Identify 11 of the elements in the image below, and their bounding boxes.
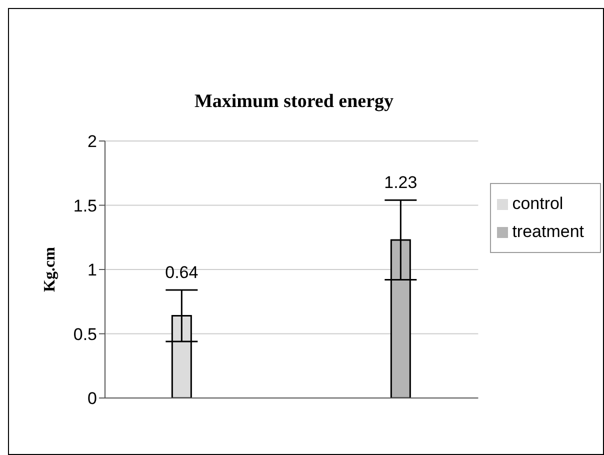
y-tick-label: 0.5 — [73, 324, 97, 344]
y-tick-label: 2 — [88, 132, 97, 152]
data-label: 0.64 — [165, 263, 198, 282]
y-axis-title: Kg.cm — [42, 246, 59, 292]
legend-label: control — [512, 194, 564, 213]
legend-label: treatment — [512, 222, 584, 241]
chart-title: Maximum stored energy — [193, 91, 395, 113]
y-tick-label: 1 — [88, 260, 97, 280]
y-tick-label: 0 — [88, 389, 97, 408]
y-tick-label: 1.5 — [73, 196, 97, 216]
data-label: 1.23 — [384, 173, 418, 192]
